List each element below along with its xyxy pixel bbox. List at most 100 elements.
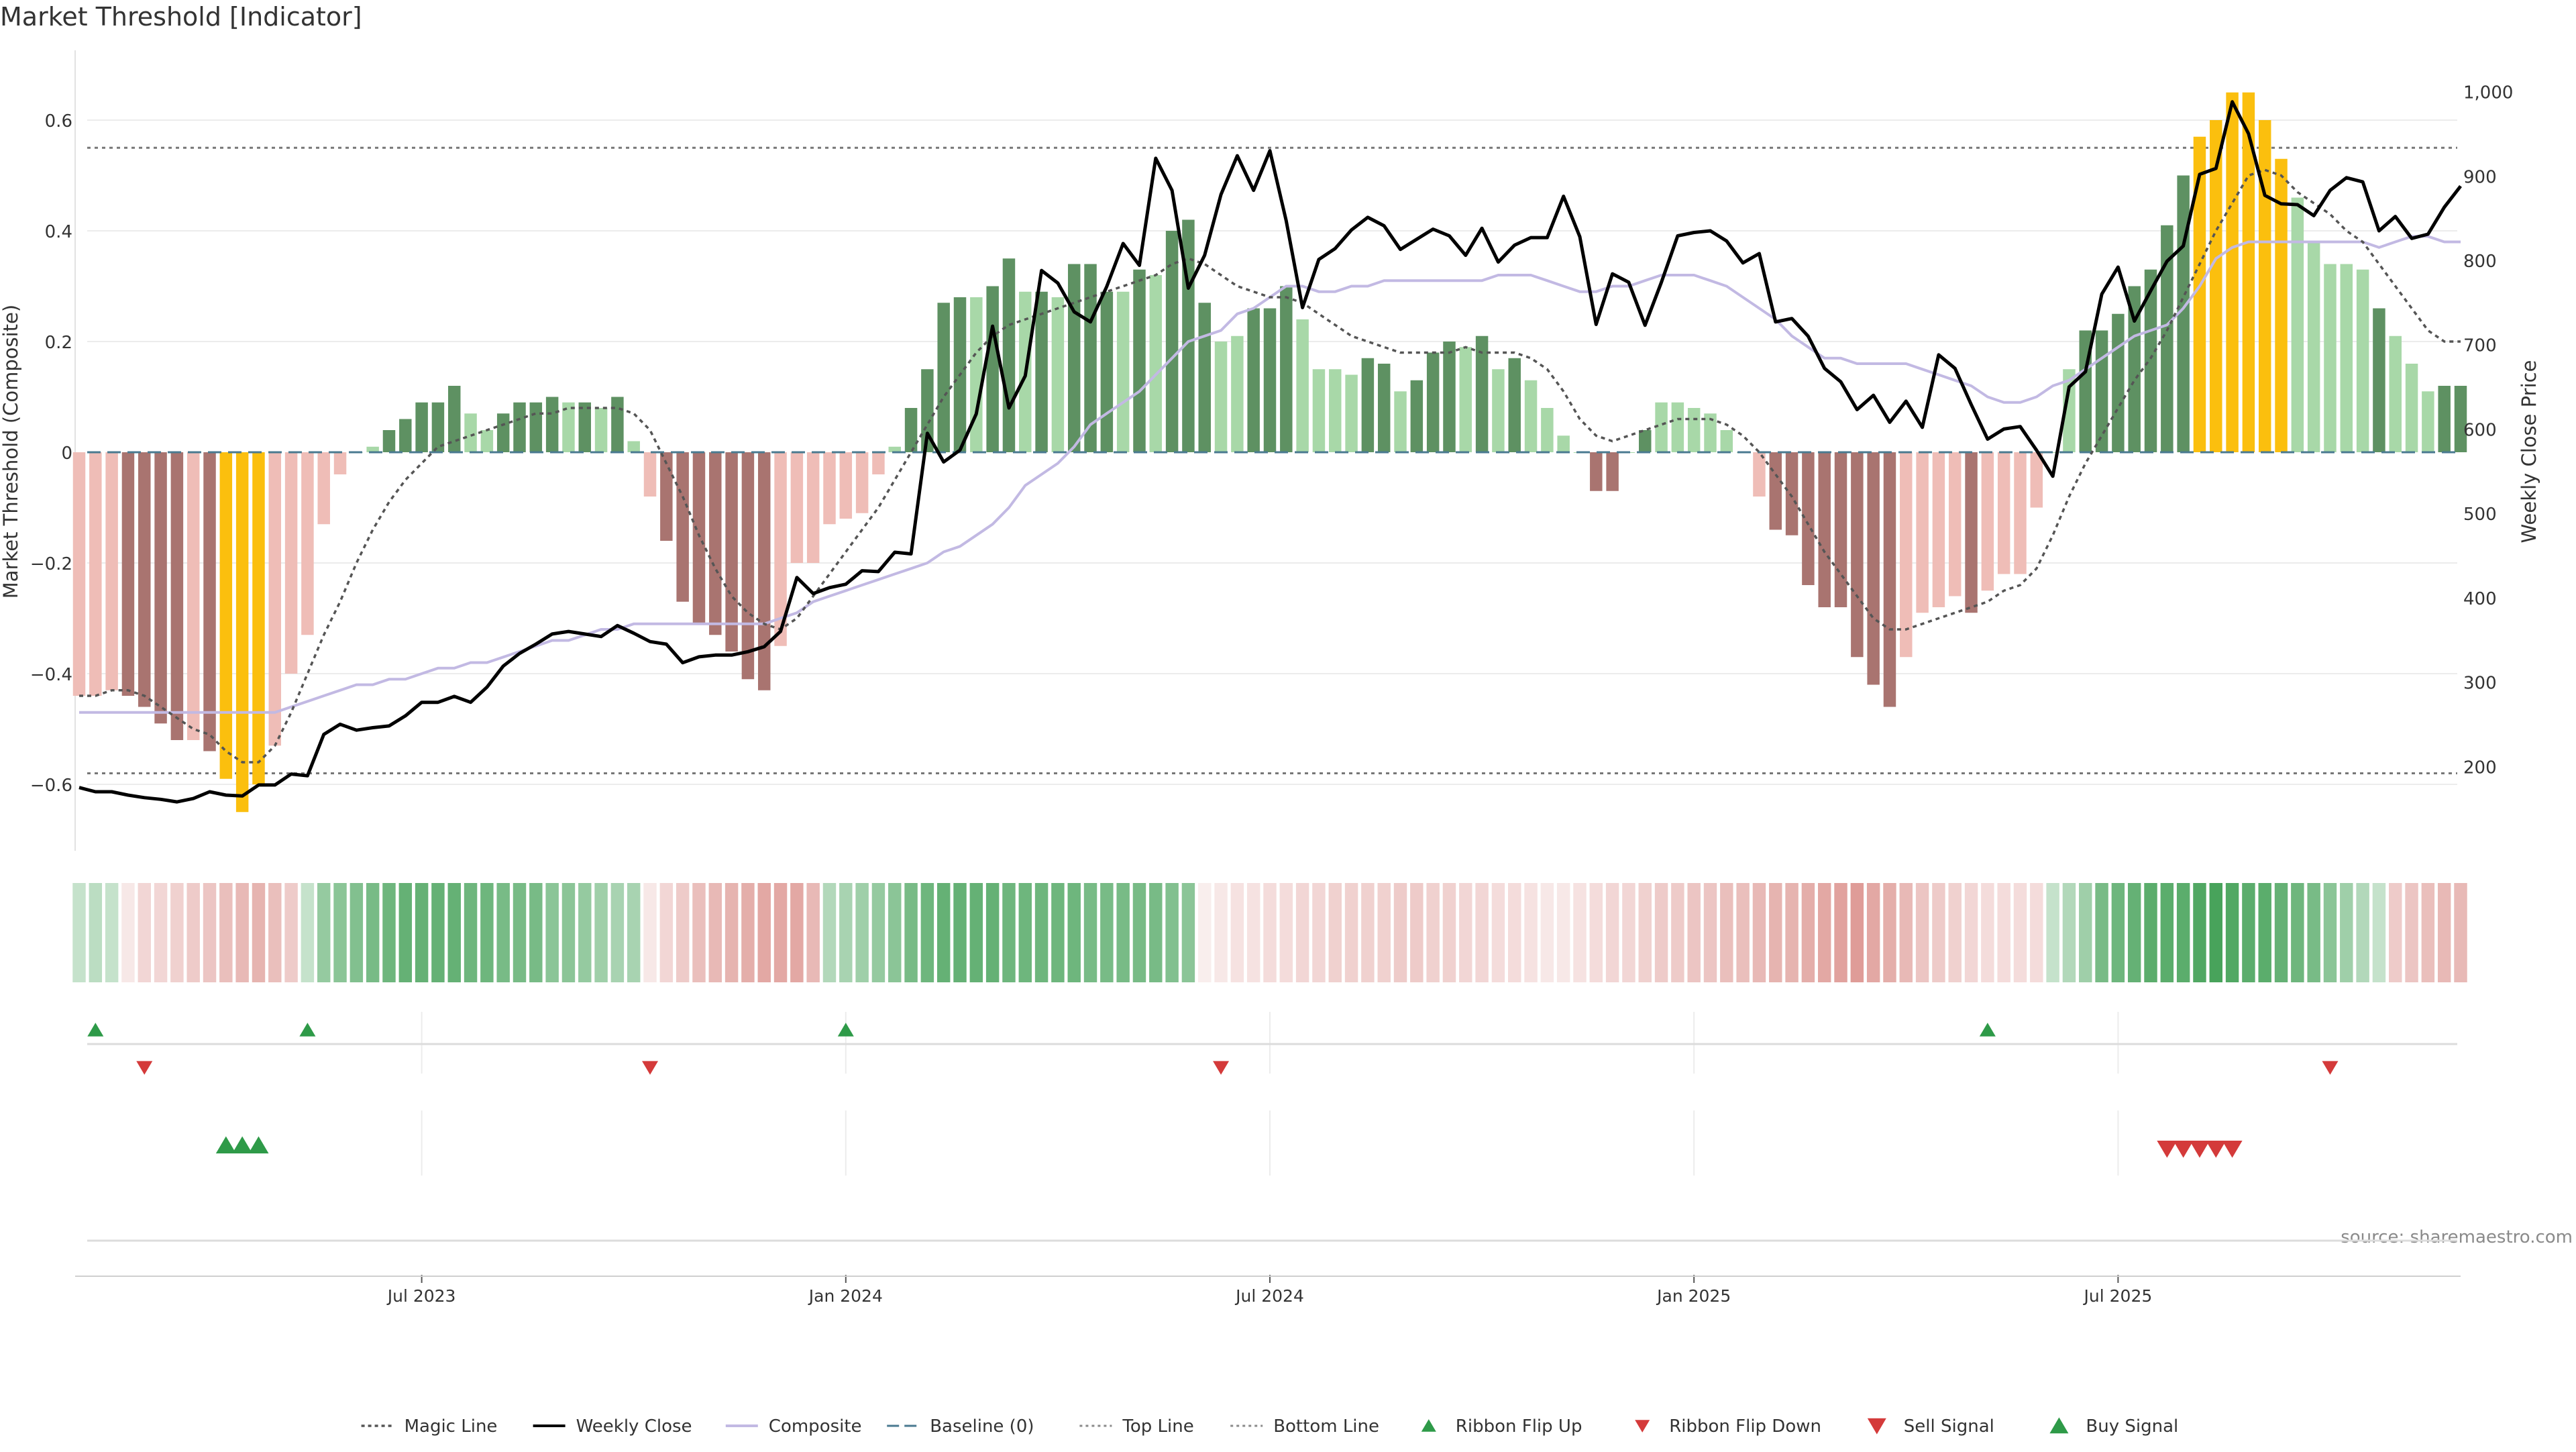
composite-bar	[1492, 369, 1505, 452]
ribbon-cell	[1328, 883, 1342, 982]
composite-bar	[1508, 358, 1521, 452]
trend-ribbon	[72, 883, 2467, 982]
ribbon-cell	[1703, 883, 1717, 982]
ribbon-cell	[350, 883, 364, 982]
ribbon-cell	[888, 883, 902, 982]
legend-label: Bottom Line	[1273, 1416, 1379, 1437]
composite-bar	[1671, 402, 1684, 452]
composite-bar	[872, 452, 885, 474]
legend-label: Ribbon Flip Up	[1456, 1416, 1582, 1437]
composite-bar	[2030, 452, 2043, 508]
composite-bar	[823, 452, 836, 525]
composite-bar	[2307, 242, 2320, 452]
composite-bar	[2177, 175, 2190, 452]
ribbon-cell	[2030, 883, 2043, 982]
right-axis-label: Weekly Close Price	[2518, 360, 2540, 543]
composite-bar	[219, 452, 233, 779]
composite-bar	[562, 402, 575, 452]
composite-bar	[2454, 386, 2467, 452]
ribbon-cell	[2176, 883, 2190, 982]
x-tick-label: Jul 2024	[1234, 1286, 1304, 1306]
composite-bar	[1590, 452, 1603, 491]
right-tick-label: 300	[2463, 674, 2497, 694]
ribbon-cell	[1997, 883, 2010, 982]
series-lines	[78, 100, 2462, 804]
composite-bar	[2226, 92, 2239, 452]
weekly-close-line	[78, 100, 2462, 804]
composite-bar	[627, 441, 640, 452]
composite-bar	[301, 452, 314, 635]
composite-bar	[496, 413, 510, 452]
composite-bar	[186, 452, 200, 740]
ribbon-cell	[1426, 883, 1440, 982]
ribbon-cell	[1785, 883, 1799, 982]
left-tick-label: −0.6	[30, 776, 72, 796]
legend-swatch	[1421, 1419, 1436, 1432]
ribbon-cell	[1410, 883, 1424, 982]
ribbon-cell	[252, 883, 266, 982]
buy-signal-marker	[248, 1136, 269, 1153]
ribbon-cell	[89, 883, 103, 982]
composite-bar	[105, 452, 118, 690]
ribbon-cell	[610, 883, 625, 982]
composite-bar	[2210, 120, 2222, 452]
composite-bar	[431, 402, 445, 452]
ribbon-cell	[464, 883, 478, 982]
composite-bar	[1067, 264, 1081, 452]
composite-bar	[725, 452, 738, 652]
composite-bar	[1524, 380, 1538, 452]
right-tick-label: 600	[2463, 420, 2497, 440]
composite-bar	[839, 452, 853, 519]
composite-bar	[1329, 369, 1342, 452]
ribbon-cell	[1899, 883, 1913, 982]
right-tick-label: 700	[2463, 336, 2497, 356]
ribbon-cell	[2291, 883, 2304, 982]
composite-bar	[366, 446, 379, 452]
right-tick-label: 400	[2463, 589, 2497, 609]
composite-bar	[1084, 264, 1097, 452]
ribbon-cell	[806, 883, 820, 982]
ribbon-cell	[284, 883, 298, 982]
composite-bar	[1753, 452, 1766, 497]
composite-bar	[1035, 291, 1048, 452]
composite-bar	[513, 402, 526, 452]
ribbon-cell	[822, 883, 837, 982]
ribbon-cell	[480, 883, 494, 982]
composite-bar	[2438, 386, 2451, 452]
composite-bar	[1655, 402, 1668, 452]
ribbon-cell	[2372, 883, 2386, 982]
ribbon-cell	[839, 883, 853, 982]
composite-bar	[2405, 364, 2418, 452]
composite-bar	[1361, 358, 1375, 452]
ribbon-cell	[186, 883, 200, 982]
legend-label: Ribbon Flip Down	[1669, 1416, 1821, 1437]
composite-bar	[1932, 452, 1945, 607]
ribbon-cell	[2111, 883, 2125, 982]
ribbon-cell	[2225, 883, 2239, 982]
ribbon-cell	[447, 883, 461, 982]
composite-bar	[1997, 452, 2010, 574]
ribbon-cell	[317, 883, 331, 982]
ribbon-flip-down-marker	[1213, 1061, 1230, 1075]
composite-bar	[1883, 452, 1896, 707]
ribbon-cell	[72, 883, 86, 982]
legend-swatch	[1635, 1420, 1650, 1433]
composite-bar	[2144, 269, 2157, 452]
right-tick-label: 200	[2463, 758, 2497, 778]
composite-bar	[741, 452, 755, 680]
composite-bar	[1557, 435, 1570, 452]
ribbon-cell	[1736, 883, 1750, 982]
ribbon-cell	[1116, 883, 1130, 982]
ribbon-cell	[904, 883, 918, 982]
composite-bar	[170, 452, 184, 740]
ribbon-cell	[920, 883, 934, 982]
ribbon-cell	[431, 883, 445, 982]
composite-bar	[1687, 408, 1701, 452]
composite-bar	[1834, 452, 1847, 607]
ribbon-flip-down-marker	[2322, 1061, 2339, 1075]
ribbon-cell	[659, 883, 674, 982]
ribbon-cell	[1801, 883, 1815, 982]
ribbon-cell	[1181, 883, 1195, 982]
ribbon-cell	[1442, 883, 1456, 982]
sell-signal-marker	[2206, 1141, 2226, 1158]
